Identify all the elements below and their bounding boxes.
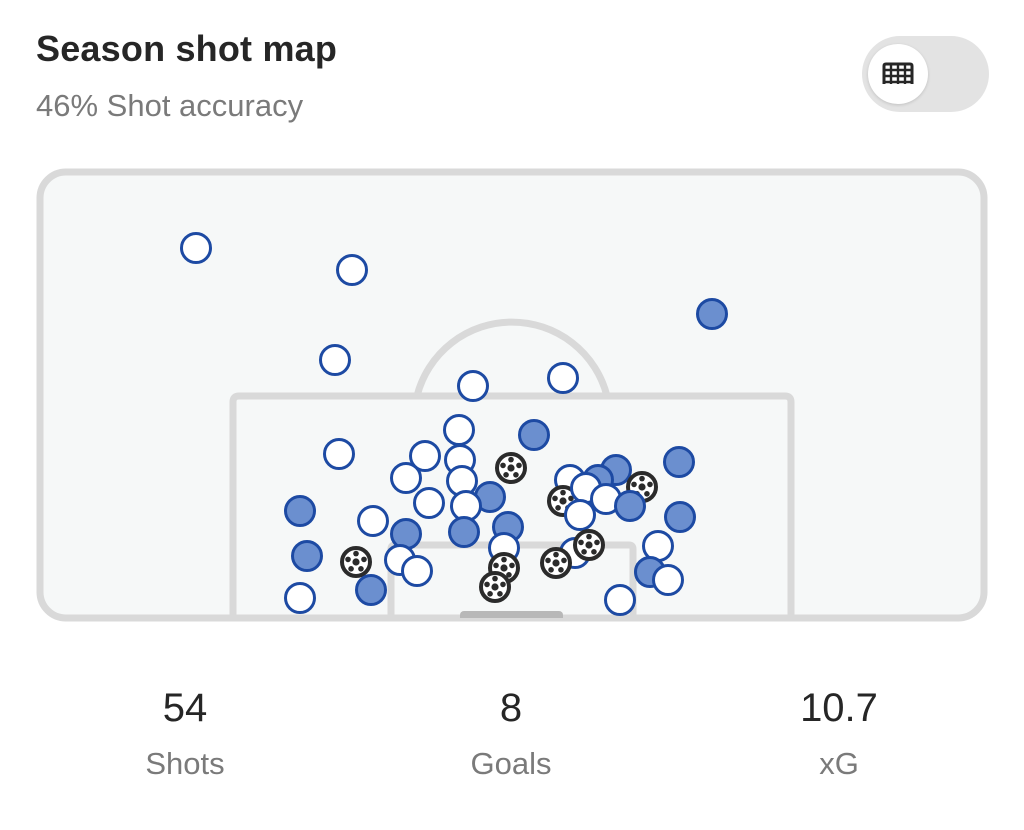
goal-ball-icon [495,452,527,484]
toggle-knob[interactable] [868,44,928,104]
stat-xg-label: xG [819,746,859,781]
shot-off-target-marker[interactable] [180,232,212,264]
shot-off-target-marker[interactable] [323,438,355,470]
shot-on-target-marker[interactable] [355,574,387,606]
shot-off-target-marker[interactable] [409,440,441,472]
penalty-arc [413,318,611,397]
shot-off-target-marker[interactable] [319,344,351,376]
shot-map-pitch [36,168,988,622]
shot-on-target-marker[interactable] [448,516,480,548]
shot-off-target-marker[interactable] [336,254,368,286]
page-title: Season shot map [36,28,338,69]
goal-ball-icon [540,547,572,579]
stat-xg-value: 10.7 [800,686,878,730]
goal-net-icon [882,62,914,84]
shot-off-target-marker[interactable] [284,582,316,614]
shot-on-target-marker[interactable] [614,490,646,522]
shot-off-target-marker[interactable] [564,499,596,531]
stat-shots-value: 54 [162,686,208,730]
shot-off-target-marker[interactable] [457,370,489,402]
goal-ball-icon [479,571,511,603]
shots-layer [180,232,728,616]
shot-off-target-marker[interactable] [547,362,579,394]
stat-goals-value: 8 [499,686,523,730]
shot-off-target-marker[interactable] [604,584,636,616]
shot-on-target-marker[interactable] [664,501,696,533]
stat-goals-label: Goals [470,746,552,781]
shot-off-target-marker[interactable] [357,505,389,537]
shot-off-target-marker[interactable] [443,414,475,446]
shot-off-target-marker[interactable] [652,564,684,596]
shot-on-target-marker[interactable] [291,540,323,572]
shot-on-target-marker[interactable] [390,518,422,550]
shot-on-target-marker[interactable] [518,419,550,451]
shot-on-target-marker[interactable] [696,298,728,330]
stat-shots-label: Shots [145,746,225,781]
goal-view-toggle[interactable] [862,36,989,112]
penalty-box [229,392,795,618]
shot-accuracy-subtitle: 46% Shot accuracy [36,88,304,123]
stat-shots: 54 Shots [85,684,285,784]
shot-on-target-marker[interactable] [284,495,316,527]
shot-off-target-marker[interactable] [401,555,433,587]
stat-goals: 8 Goals [411,684,611,784]
goal-ball-icon [340,546,372,578]
goal-line-mark [460,611,563,618]
stat-xg: 10.7 xG [739,684,939,784]
shot-on-target-marker[interactable] [663,446,695,478]
shot-off-target-marker[interactable] [413,487,445,519]
shot-off-target-marker[interactable] [390,462,422,494]
goal-ball-icon [573,529,605,561]
